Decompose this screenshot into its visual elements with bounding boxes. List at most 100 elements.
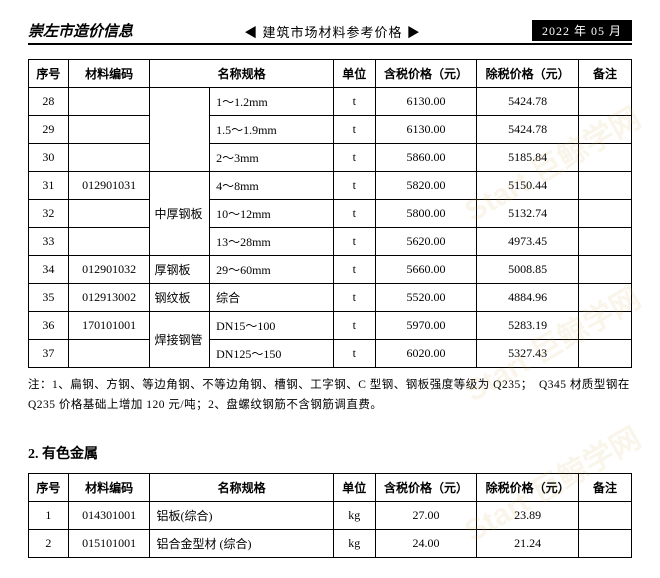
table-cell: 5800.00 [375,200,477,228]
table-cell [68,340,150,368]
table-cell: t [333,340,375,368]
table-row: 2015101001铝合金型材 (综合)kg24.0021.24 [29,530,632,558]
table-cell: 012913002 [68,284,150,312]
col-seq: 序号 [29,60,69,88]
table-cell [578,284,631,312]
table-cell: 铝板(综合) [150,502,333,530]
col-name-spec: 名称规格 [150,60,333,88]
table-cell: 5520.00 [375,284,477,312]
table-cell: 6130.00 [375,88,477,116]
table-row: 31012901031中厚钢板4～8mmt5820.005150.44 [29,172,632,200]
table-cell: 33 [29,228,69,256]
table-cell: DN15～100 [210,312,334,340]
table-row: 32 10～12mmt5800.005132.74 [29,200,632,228]
table-cell [68,228,150,256]
col-price-tax: 含税价格（元） [375,474,477,502]
table-cell [68,116,150,144]
table-header-row: 序号 材料编码 名称规格 单位 含税价格（元） 除税价格（元） 备注 [29,474,632,502]
col-price-notax: 除税价格（元） [477,474,579,502]
col-price-tax: 含税价格（元） [375,60,477,88]
table-cell: 1～1.2mm [210,88,334,116]
section-title-nonferrous: 2. 有色金属 [28,443,632,463]
table-row: 36170101001焊接钢管DN15～100t5970.005283.19 [29,312,632,340]
table-cell: t [333,200,375,228]
table-cell: 5283.19 [477,312,579,340]
table-cell: 21.24 [477,530,579,558]
table-cell: kg [333,530,375,558]
table-cell [68,200,150,228]
table-cell: 012901032 [68,256,150,284]
table-cell [578,312,631,340]
col-seq: 序号 [29,474,69,502]
table-cell: t [333,228,375,256]
table-cell: 31 [29,172,69,200]
table-cell [578,144,631,172]
table-cell: 4973.45 [477,228,579,256]
table-cell: 中厚钢板 [150,172,210,256]
table-row: 33 13～28mmt5620.004973.45 [29,228,632,256]
table-cell [68,144,150,172]
table-cell [578,502,631,530]
table-cell: 铝合金型材 (综合) [150,530,333,558]
table-cell: 13～28mm [210,228,334,256]
table-cell [578,116,631,144]
table-cell: t [333,256,375,284]
table-cell [578,530,631,558]
table-row: 35012913002钢纹板综合t5520.004884.96 [29,284,632,312]
table-cell: t [333,172,375,200]
header-left: 崇左市造价信息 [28,20,133,41]
table-cell: 1 [29,502,69,530]
table-cell [68,88,150,116]
materials-table-2: 序号 材料编码 名称规格 单位 含税价格（元） 除税价格（元） 备注 10143… [28,473,632,558]
table-cell: 5132.74 [477,200,579,228]
table-cell: 24.00 [375,530,477,558]
table-cell: 5008.85 [477,256,579,284]
table-cell: 5620.00 [375,228,477,256]
table-cell: 6020.00 [375,340,477,368]
footnote: 注：1、扁钢、方钢、等边角钢、不等边角钢、槽钢、工字钢、C 型钢、钢板强度等级为… [28,376,632,415]
table-cell: 36 [29,312,69,340]
table-cell: 5327.43 [477,340,579,368]
table-cell: 32 [29,200,69,228]
table-cell: 5185.84 [477,144,579,172]
table-cell: 5424.78 [477,116,579,144]
table-cell [578,88,631,116]
table-cell: 1.5～1.9mm [210,116,334,144]
table-cell: t [333,312,375,340]
table-cell: 5150.44 [477,172,579,200]
table-row: 34012901032厚钢板29～60mmt5660.005008.85 [29,256,632,284]
col-remark: 备注 [578,60,631,88]
col-code: 材料编码 [68,60,150,88]
table-cell: 2 [29,530,69,558]
table-cell: 钢纹板 [150,284,210,312]
table-cell: 27.00 [375,502,477,530]
table-cell [578,172,631,200]
table-cell: t [333,144,375,172]
table-cell [150,88,210,172]
table-cell: 综合 [210,284,334,312]
header-right: 2022 年 05 月 [532,20,632,41]
table-cell: 34 [29,256,69,284]
table-cell: 30 [29,144,69,172]
table-header-row: 序号 材料编码 名称规格 单位 含税价格（元） 除税价格（元） 备注 [29,60,632,88]
table-cell: 5860.00 [375,144,477,172]
col-name-spec: 名称规格 [150,474,333,502]
table-cell: 23.89 [477,502,579,530]
table-cell: 28 [29,88,69,116]
table-cell: 5970.00 [375,312,477,340]
table-cell: DN125～150 [210,340,334,368]
table-row: 1014301001铝板(综合)kg27.0023.89 [29,502,632,530]
table-row: 28 1～1.2mmt6130.005424.78 [29,88,632,116]
table-row: 302～3mmt5860.005185.84 [29,144,632,172]
table-cell: 10～12mm [210,200,334,228]
table-cell [578,228,631,256]
col-unit: 单位 [333,474,375,502]
table-cell [578,256,631,284]
col-price-notax: 除税价格（元） [477,60,579,88]
table-cell: 5424.78 [477,88,579,116]
col-remark: 备注 [578,474,631,502]
table-row: 291.5～1.9mmt6130.005424.78 [29,116,632,144]
table-cell: t [333,88,375,116]
col-unit: 单位 [333,60,375,88]
table-cell: 厚钢板 [150,256,210,284]
